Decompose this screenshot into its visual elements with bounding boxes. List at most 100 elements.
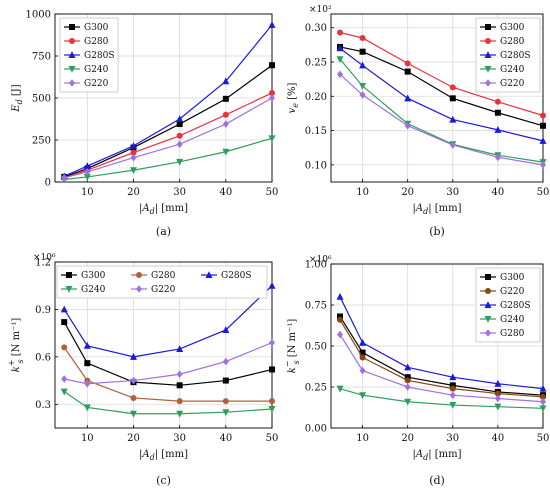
x-tick-label: 40 <box>492 187 505 198</box>
panel-caption: (d) <box>429 474 445 487</box>
x-tick-label: 10 <box>356 187 369 198</box>
x-tick-label: 30 <box>446 433 459 444</box>
y-tick-label: 0.50 <box>305 342 327 353</box>
data-point-g280 <box>61 344 68 351</box>
data-point-g220 <box>61 375 68 383</box>
y-axis-multiplier: ×10⁶ <box>33 253 56 263</box>
data-point-g300 <box>269 62 275 69</box>
data-point-g280s <box>222 77 230 85</box>
legend-label: G300 <box>500 23 525 33</box>
x-tick-label: 50 <box>537 433 550 444</box>
x-tick-label: 30 <box>173 433 186 444</box>
data-point-g220 <box>540 161 546 169</box>
legend-label: G220 <box>500 287 525 297</box>
legend-marker <box>485 329 491 337</box>
legend-label: G280 <box>151 271 176 281</box>
series-line-g300 <box>339 46 544 127</box>
data-point-g280s <box>83 162 91 170</box>
legend-label: G240 <box>84 65 109 75</box>
data-point-g220 <box>359 354 366 361</box>
legend-marker <box>66 272 72 278</box>
data-point-g300 <box>404 68 411 75</box>
series-line-g220 <box>339 319 544 398</box>
x-tick-label: 20 <box>127 433 140 444</box>
y-tick-label: 0.9 <box>35 305 51 316</box>
legend-box <box>56 265 268 299</box>
x-tick-label: 50 <box>266 433 279 444</box>
data-point-g220 <box>222 357 229 366</box>
data-point-g220 <box>84 379 91 388</box>
legend-label: G240 <box>500 65 525 75</box>
legend-label: G240 <box>500 315 525 325</box>
data-point-g240 <box>359 83 367 90</box>
data-point-g240 <box>404 398 412 406</box>
data-point-g240 <box>539 405 547 413</box>
x-tick-label: 20 <box>401 187 414 198</box>
data-point-g220 <box>222 120 229 128</box>
data-point-g280s <box>359 338 367 346</box>
data-point-g300 <box>404 374 411 381</box>
x-axis-label: |Ad| [mm] <box>139 449 188 462</box>
data-point-g300 <box>84 360 91 367</box>
legend-label: G220 <box>84 79 109 89</box>
data-point-g300 <box>359 48 366 55</box>
legend-marker <box>485 274 491 280</box>
legend-label: G280S <box>221 271 252 281</box>
legend-marker <box>205 271 213 278</box>
data-point-g280s <box>539 384 547 392</box>
legend-marker <box>65 286 73 293</box>
data-point-g280s <box>404 363 412 371</box>
x-tick-label: 40 <box>219 433 232 444</box>
data-point-g280 <box>337 330 344 339</box>
data-point-g280 <box>176 398 183 405</box>
data-point-g280 <box>222 398 229 405</box>
series-line-g300 <box>339 316 544 396</box>
y-tick-label: 0.6 <box>35 352 51 363</box>
y-tick-label: 500 <box>32 94 51 105</box>
y-axis-label: k−s [N m⁻¹] <box>283 319 301 374</box>
y-tick-label: 0.75 <box>305 301 327 312</box>
data-point-g280s <box>222 326 230 333</box>
x-tick-label: 10 <box>81 187 94 198</box>
series-line-g220 <box>339 73 544 166</box>
data-point-g280s <box>449 373 457 381</box>
data-point-g220 <box>337 70 344 79</box>
y-tick-label: 0.30 <box>305 23 327 34</box>
panel-caption: (a) <box>156 225 171 238</box>
data-point-g300 <box>269 366 275 373</box>
data-point-g280s <box>176 345 184 352</box>
panel-caption: (b) <box>429 225 445 238</box>
data-point-g280s <box>83 341 91 349</box>
series-line-g300 <box>64 64 273 178</box>
data-point-g220 <box>176 140 183 148</box>
series-line-g280s <box>63 285 273 358</box>
legend-label: G220 <box>151 285 176 295</box>
y-tick-label: 1.00 <box>305 260 327 271</box>
x-tick-label: 40 <box>492 433 505 444</box>
data-point-g220 <box>130 153 137 162</box>
data-point-g220 <box>269 94 275 102</box>
data-point-g300 <box>176 121 183 128</box>
data-point-g220 <box>540 393 546 400</box>
data-point-g240 <box>268 135 276 143</box>
y-tick-label: 0.3 <box>35 400 51 411</box>
legend-label: G280 <box>500 329 525 339</box>
data-point-g280 <box>130 394 137 401</box>
data-point-g240 <box>176 410 184 418</box>
y-tick-label: 0.00 <box>305 424 327 435</box>
data-point-g240 <box>60 388 68 396</box>
data-point-g300 <box>494 109 501 116</box>
data-point-g280s <box>176 115 184 122</box>
data-point-g240 <box>494 403 502 411</box>
x-tick-label: 10 <box>81 433 94 444</box>
data-point-g240 <box>222 409 230 416</box>
chart-panel-2: 10 20 30 40 50 0.10 0.15 0.20 0.25 0.30 ×10² |Ad| [… <box>287 5 549 238</box>
data-point-g220 <box>494 153 501 162</box>
data-point-g280 <box>404 383 411 391</box>
data-point-g220 <box>61 174 68 182</box>
series-line-g220 <box>64 342 273 385</box>
legend-marker <box>69 24 75 30</box>
data-point-g300 <box>222 95 229 102</box>
